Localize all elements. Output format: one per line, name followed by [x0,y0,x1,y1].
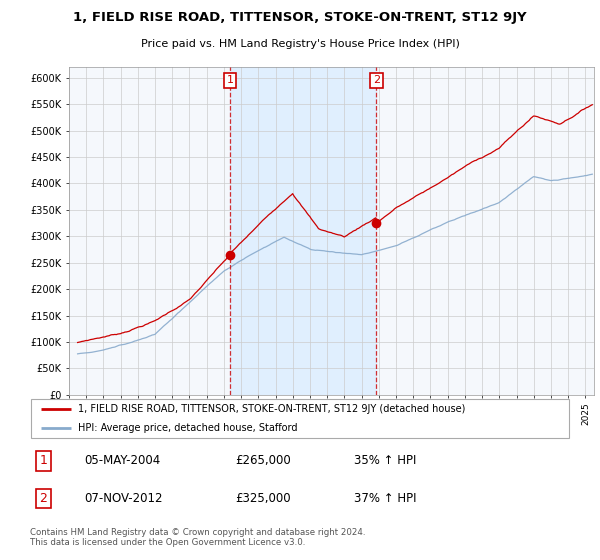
Text: £265,000: £265,000 [235,454,291,468]
Text: Contains HM Land Registry data © Crown copyright and database right 2024.
This d: Contains HM Land Registry data © Crown c… [30,528,365,548]
Text: 35% ↑ HPI: 35% ↑ HPI [354,454,416,468]
Text: 37% ↑ HPI: 37% ↑ HPI [354,492,416,505]
Text: £325,000: £325,000 [235,492,291,505]
Text: 1, FIELD RISE ROAD, TITTENSOR, STOKE-ON-TRENT, ST12 9JY: 1, FIELD RISE ROAD, TITTENSOR, STOKE-ON-… [73,11,527,24]
Text: 05-MAY-2004: 05-MAY-2004 [84,454,160,468]
Text: 1: 1 [226,76,233,86]
Text: Price paid vs. HM Land Registry's House Price Index (HPI): Price paid vs. HM Land Registry's House … [140,39,460,49]
Text: HPI: Average price, detached house, Stafford: HPI: Average price, detached house, Staf… [77,423,297,433]
FancyBboxPatch shape [31,399,569,438]
Text: 2: 2 [373,76,380,86]
Text: 07-NOV-2012: 07-NOV-2012 [84,492,163,505]
Bar [230,67,376,395]
Text: 1: 1 [40,454,47,468]
Text: 1, FIELD RISE ROAD, TITTENSOR, STOKE-ON-TRENT, ST12 9JY (detached house): 1, FIELD RISE ROAD, TITTENSOR, STOKE-ON-… [77,404,465,414]
Text: 2: 2 [40,492,47,505]
